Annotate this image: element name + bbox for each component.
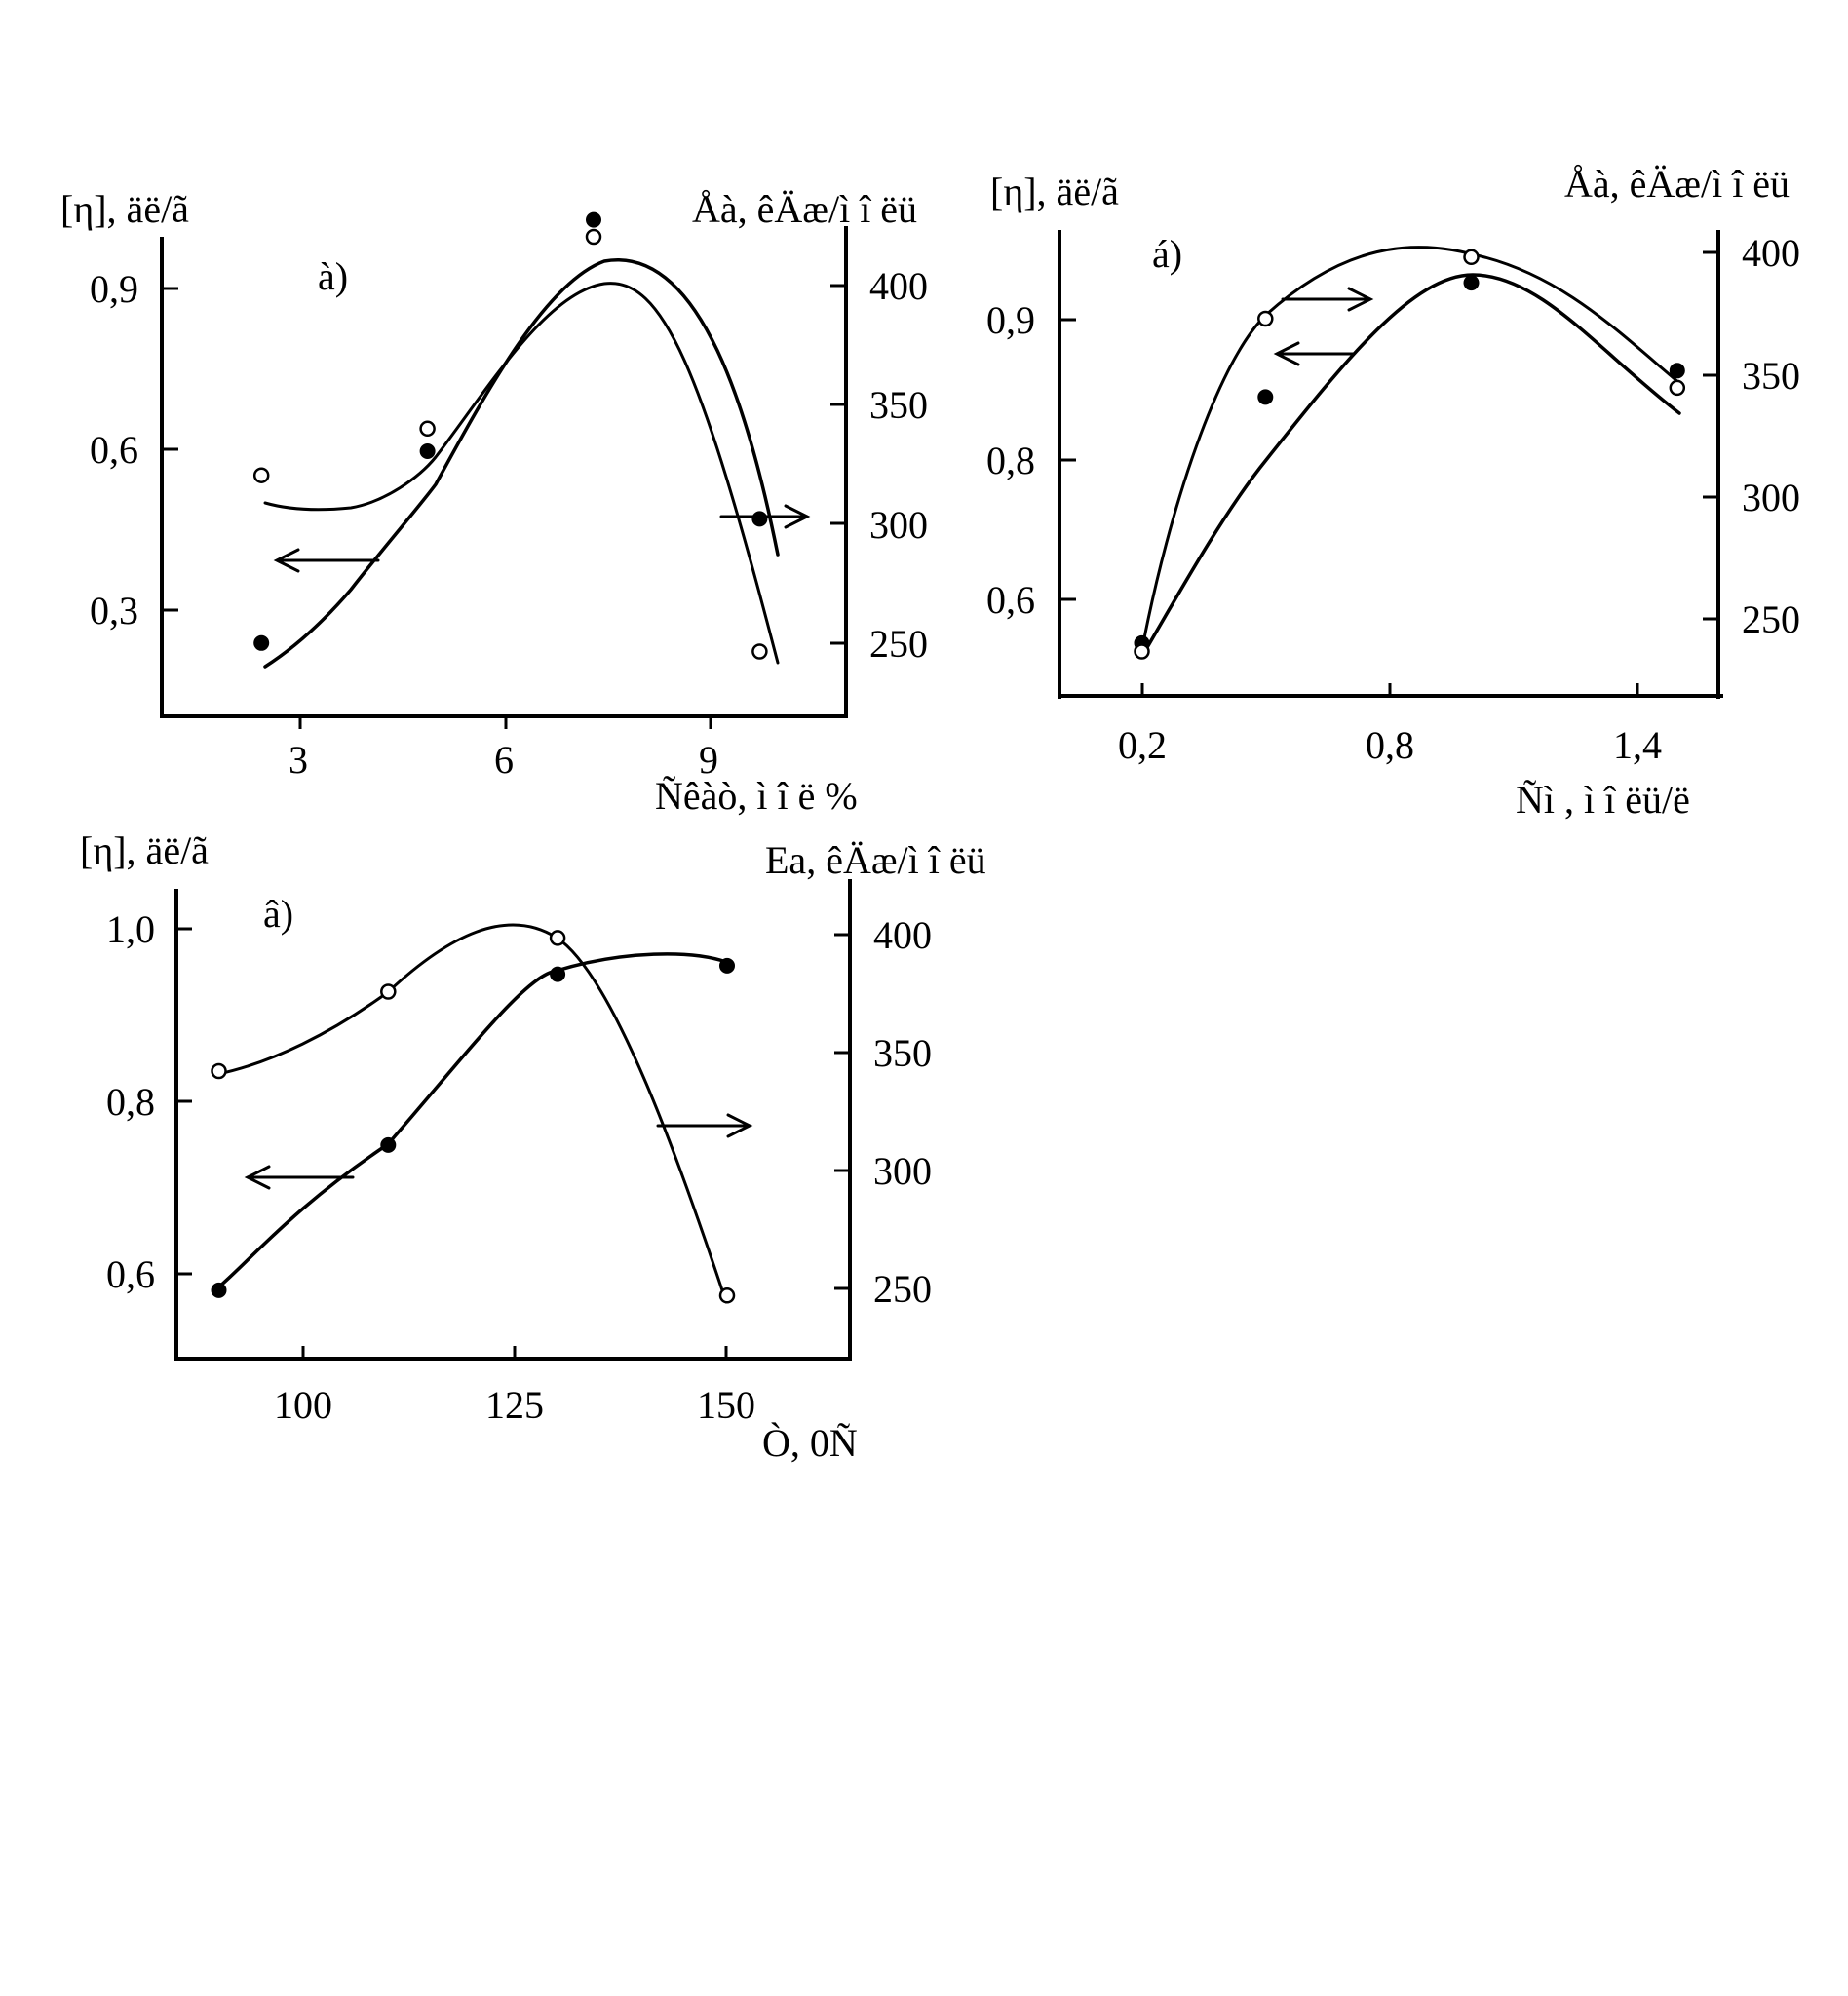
panel-c-left-tick-label: 0,8	[106, 1080, 155, 1124]
panel-a-open-point	[252, 467, 270, 483]
panel-c-markers	[211, 930, 736, 1304]
panel-a-filled-series-line	[263, 258, 780, 669]
panel-b-left-tick-label: 0,9	[986, 298, 1035, 342]
panel-b-right-tick-label: 250	[1742, 597, 1800, 641]
panel-b-right-tick-label: 350	[1742, 354, 1800, 398]
panel-c-open-point	[718, 1287, 736, 1304]
panel-a-left-axis-label: [η], äë/ã	[60, 187, 189, 231]
panel-b: 0,6 0,8 0,9 250 300 350 400 0,2 0,8 1,4 …	[986, 162, 1800, 822]
panel-c-open-point	[380, 983, 397, 1000]
panel-c-left-axis-label: [η], äë/ã	[80, 828, 209, 872]
panel-b-markers	[1134, 249, 1686, 660]
panel-a-open-point	[585, 228, 602, 246]
panel-b-left-tick-label: 0,8	[986, 439, 1035, 482]
panel-c-x-tick-label: 100	[274, 1383, 332, 1427]
panel-b-filled-series-line	[1140, 273, 1681, 658]
panel-c-right-tick-label: 400	[873, 913, 932, 957]
panel-a-x-axis-label: Ñêàò, ì î ë %	[655, 774, 858, 818]
panel-c-filled-series-line	[216, 952, 728, 1289]
panel-c-open-series-line	[216, 923, 728, 1304]
panel-c-open-point	[211, 1062, 227, 1080]
panel-b-right-tick-label: 400	[1742, 231, 1800, 275]
panel-a-filled-point	[751, 511, 768, 527]
panel-b-right-axis-label: Åà, êÄæ/ì î ëü	[1564, 162, 1790, 206]
panel-c: 0,6 0,8 1,0 250 300 350 400 100 125 150 …	[80, 828, 986, 1465]
panel-c-open-point	[549, 930, 566, 946]
panel-b-x-tick-label: 1,4	[1613, 723, 1662, 767]
panel-a-filled-point	[419, 443, 436, 459]
panel-b-left-tick-label: 0,6	[986, 578, 1035, 622]
panel-c-x-tick-label: 150	[697, 1383, 755, 1427]
panel-b-x-axis-label: Ñì , ì î ëü/ë	[1516, 778, 1690, 822]
panel-b-open-series-line	[1140, 246, 1681, 650]
panel-a-x-tick-label: 9	[699, 738, 718, 782]
panel-c-right-axis-label: Ea, êÄæ/ì î ëü	[765, 838, 986, 882]
panel-a-x-tick-label: 6	[494, 738, 514, 782]
panel-c-x-tick-label: 125	[485, 1383, 544, 1427]
panel-b-right-tick-label: 300	[1742, 476, 1800, 519]
panel-a-markers	[252, 211, 768, 660]
panel-b-label: á)	[1152, 232, 1182, 276]
panel-c-label: â)	[263, 892, 293, 936]
panel-a-right-tick-label: 350	[869, 383, 928, 427]
panel-a-open-point	[751, 643, 768, 660]
panel-c-right-arrow-icon	[656, 1113, 753, 1138]
panel-b-right-arrow-icon	[1281, 287, 1374, 312]
panel-b-open-point	[1134, 643, 1150, 660]
panel-b-open-point	[1463, 249, 1480, 266]
panel-a-label: à)	[318, 254, 348, 298]
panel-c-right-tick-label: 350	[873, 1031, 932, 1075]
panel-a-right-axis-label: Åà, êÄæ/ì î ëü	[692, 187, 917, 231]
panel-c-right-tick-label: 250	[873, 1267, 932, 1311]
panel-c-left-arrow-icon	[244, 1165, 355, 1190]
panel-b-open-point	[1257, 310, 1274, 327]
panel-c-x-axis-label: Ò, 0Ñ	[762, 1421, 858, 1465]
panel-a-open-series-line	[263, 282, 780, 665]
panel-b-left-axis-label: [η], äë/ã	[990, 170, 1119, 213]
panel-c-filled-point	[550, 966, 566, 982]
panel-c-right-tick-label: 300	[873, 1149, 932, 1193]
panel-a-open-point	[419, 420, 436, 438]
panel-b-x-tick-label: 0,2	[1118, 723, 1167, 767]
panel-c-filled-point	[380, 1136, 397, 1153]
panel-a: 0,3 0,6 0,9 250 300 350 400 3 6 9 [η], ä…	[60, 187, 928, 818]
panel-a-left-tick-label: 0,3	[90, 589, 138, 633]
panel-c-left-tick-label: 0,6	[106, 1252, 155, 1296]
panel-a-right-tick-label: 300	[869, 503, 928, 547]
panel-b-filled-point	[1257, 389, 1274, 405]
panel-c-filled-point	[211, 1282, 227, 1298]
panel-c-left-tick-label: 1,0	[106, 907, 155, 951]
panel-a-right-tick-label: 400	[869, 264, 928, 308]
panel-a-left-tick-label: 0,6	[90, 428, 138, 472]
panel-a-left-arrow-icon	[273, 548, 380, 573]
panel-a-right-arrow-icon	[719, 504, 811, 529]
panel-a-filled-point	[253, 634, 270, 651]
panel-a-x-tick-label: 3	[289, 738, 308, 782]
panel-b-left-arrow-icon	[1273, 341, 1355, 366]
panel-c-filled-point	[719, 957, 735, 974]
panel-b-filled-point	[1669, 363, 1685, 379]
panel-a-right-tick-label: 250	[869, 622, 928, 666]
panel-b-x-tick-label: 0,8	[1366, 723, 1414, 767]
panel-a-filled-point	[586, 211, 601, 228]
panel-b-open-point	[1669, 379, 1686, 397]
panel-b-filled-point	[1463, 275, 1480, 291]
panel-a-left-tick-label: 0,9	[90, 267, 138, 311]
